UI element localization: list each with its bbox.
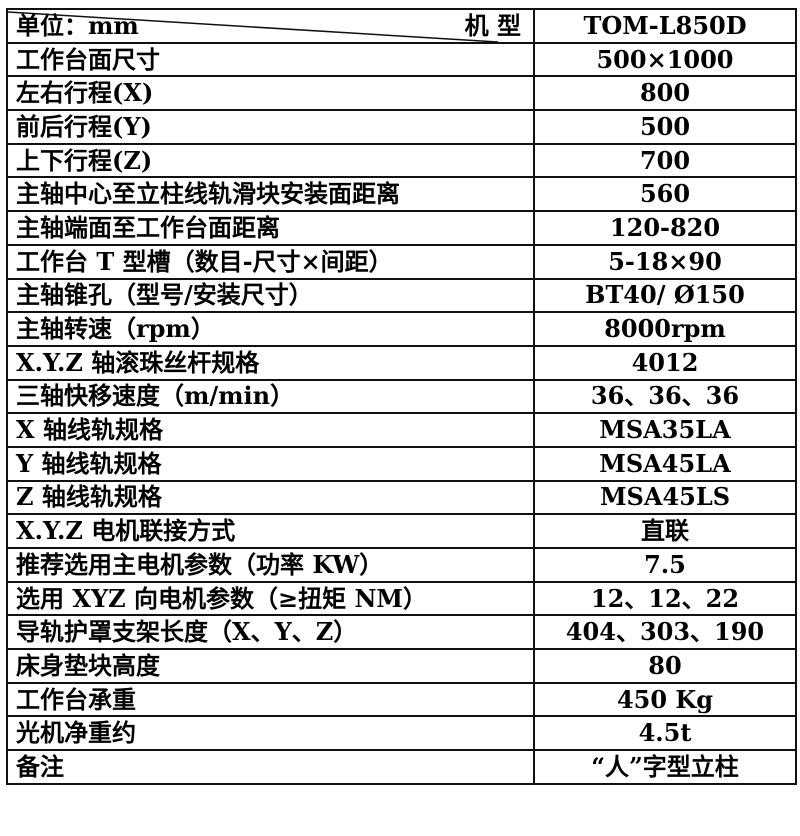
spec-label: 选用 XYZ 向电机参数（≥扭矩 NM）	[6, 580, 535, 617]
table-row: 主轴锥孔（型号/安装尺寸） BT40/ Ø150	[6, 277, 797, 314]
header-row: 单位：mm 机 型 TOM-L850D	[6, 8, 797, 44]
spec-table: 单位：mm 机 型 TOM-L850D 工作台面尺寸 500×1000 左右行程(X…	[6, 8, 797, 785]
model-label: 机 型	[464, 11, 521, 40]
spec-label: Z 轴线轨规格	[6, 479, 535, 516]
table-row: X 轴线轨规格 MSA35LA	[6, 412, 797, 448]
table-row: 主轴端面至工作台面距离 120-820	[6, 210, 797, 246]
spec-value: “人”字型立柱	[533, 749, 797, 785]
spec-value: 120-820	[533, 210, 797, 246]
model-value: TOM-L850D	[533, 8, 797, 44]
spec-label: 床身垫块高度	[6, 648, 535, 684]
spec-label: 上下行程(Z)	[6, 142, 535, 179]
table-row: 左右行程(X) 800	[6, 75, 797, 112]
table-row: 三轴快移速度（m/min） 36、36、36	[6, 378, 797, 415]
spec-label: 主轴端面至工作台面距离	[6, 210, 535, 246]
spec-value: MSA45LA	[533, 445, 797, 482]
spec-label: X.Y.Z 电机联接方式	[6, 513, 535, 549]
table-row: X.Y.Z 轴滚珠丝杆规格 4012	[6, 344, 797, 381]
spec-label: 主轴转速（rpm）	[6, 311, 535, 347]
spec-value: 7.5	[533, 547, 797, 583]
spec-value: 36、36、36	[533, 378, 797, 415]
spec-label: 工作台 T 型槽（数目-尺寸×间距）	[6, 243, 535, 280]
spec-value: 700	[533, 142, 797, 179]
spec-value: 80	[533, 648, 797, 684]
spec-label: 导轨护罩支架长度（X、Y、Z）	[6, 614, 535, 651]
spec-value: 500×1000	[533, 41, 797, 78]
table-row: 上下行程(Z) 700	[6, 142, 797, 179]
spec-label: 备注	[6, 749, 535, 785]
table-row: 导轨护罩支架长度（X、Y、Z） 404、303、190	[6, 614, 797, 651]
spec-label: X.Y.Z 轴滚珠丝杆规格	[6, 344, 535, 381]
spec-label: 三轴快移速度（m/min）	[6, 378, 535, 415]
spec-label: 光机净重约	[6, 715, 535, 752]
table-row: X.Y.Z 电机联接方式 直联	[6, 513, 797, 549]
spec-label: 左右行程(X)	[6, 75, 535, 112]
spec-value: 4012	[533, 344, 797, 381]
spec-label: X 轴线轨规格	[6, 412, 535, 448]
spec-value: 8000rpm	[533, 311, 797, 347]
spec-value: 直联	[533, 513, 797, 549]
spec-label: 工作台面尺寸	[6, 41, 535, 78]
spec-value: 450 Kg	[533, 681, 797, 718]
header-diagonal-cell: 单位：mm 机 型	[6, 8, 535, 44]
table-row: Z 轴线轨规格 MSA45LS	[6, 479, 797, 516]
spec-value: 500	[533, 109, 797, 145]
table-row: 工作台 T 型槽（数目-尺寸×间距） 5-18×90	[6, 243, 797, 280]
table-row: Y 轴线轨规格 MSA45LA	[6, 445, 797, 482]
spec-label: 主轴锥孔（型号/安装尺寸）	[6, 277, 535, 314]
diagonal-line	[9, 11, 490, 41]
spec-label: 工作台承重	[6, 681, 535, 718]
table-row: 工作台承重 450 Kg	[6, 681, 797, 718]
table-row: 备注 “人”字型立柱	[6, 749, 797, 785]
spec-value: 4.5t	[533, 715, 797, 752]
table-row: 前后行程(Y) 500	[6, 109, 797, 145]
spec-label: 前后行程(Y)	[6, 109, 535, 145]
table-row: 床身垫块高度 80	[6, 648, 797, 684]
table-row: 选用 XYZ 向电机参数（≥扭矩 NM） 12、12、22	[6, 580, 797, 617]
spec-value: 800	[533, 75, 797, 112]
spec-label: 推荐选用主电机参数（功率 KW）	[6, 547, 535, 583]
spec-value: MSA45LS	[533, 479, 797, 516]
table-row: 工作台面尺寸 500×1000	[6, 41, 797, 78]
spec-value: BT40/ Ø150	[533, 277, 797, 314]
table-row: 推荐选用主电机参数（功率 KW） 7.5	[6, 547, 797, 583]
spec-value: 5-18×90	[533, 243, 797, 280]
spec-value: 404、303、190	[533, 614, 797, 651]
spec-value: MSA35LA	[533, 412, 797, 448]
table-row: 光机净重约 4.5t	[6, 715, 797, 752]
table-row: 主轴中心至立柱线轨滑块安装面距离 560	[6, 176, 797, 213]
spec-value: 12、12、22	[533, 580, 797, 617]
spec-label: Y 轴线轨规格	[6, 445, 535, 482]
spec-value: 560	[533, 176, 797, 213]
unit-label: 单位：mm	[16, 11, 139, 40]
table-row: 主轴转速（rpm） 8000rpm	[6, 311, 797, 347]
spec-label: 主轴中心至立柱线轨滑块安装面距离	[6, 176, 535, 213]
